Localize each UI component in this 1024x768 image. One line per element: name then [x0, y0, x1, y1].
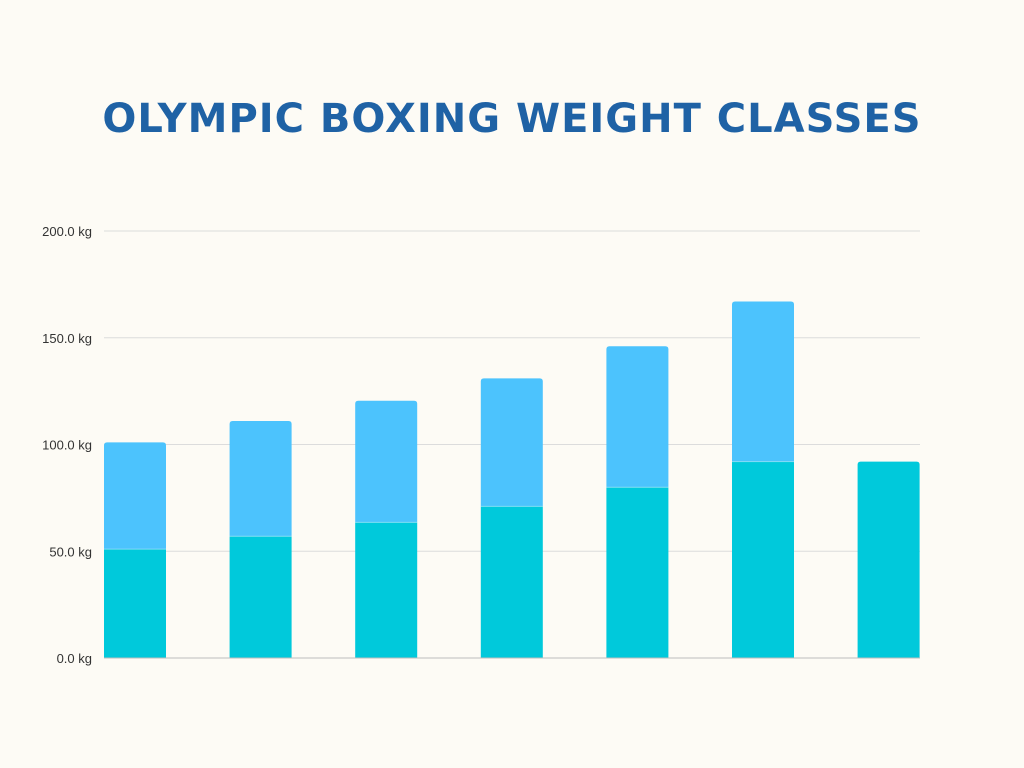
chart-title: OLYMPIC BOXING WEIGHT CLASSES [102, 96, 922, 142]
y-tick-label: 0.0 kg [57, 651, 92, 666]
bar-segment-series-2 [732, 301, 794, 462]
y-tick-label: 100.0 kg [42, 438, 92, 453]
bars [104, 301, 920, 658]
bar-segment-series-1 [480, 506, 543, 658]
bar-segment-series-2 [355, 400, 418, 523]
bar-segment-series-2 [104, 442, 166, 550]
bar-segment-series-1 [732, 461, 794, 658]
bar-segment-series-1 [355, 522, 418, 658]
bar-segment-series-2 [229, 421, 292, 537]
bar-segment-series-2 [606, 346, 669, 488]
bar-segment-series-2 [480, 378, 543, 507]
bar-segment-series-1 [606, 487, 669, 658]
bar-segment-series-1 [857, 461, 920, 658]
y-tick-label: 50.0 kg [49, 544, 92, 559]
y-tick-label: 150.0 kg [42, 331, 92, 346]
bar-segment-series-1 [104, 549, 166, 658]
bar-segment-series-1 [229, 536, 292, 658]
y-tick-label: 200.0 kg [42, 224, 92, 239]
y-axis-ticks: 0.0 kg 50.0 kg 100.0 kg 150.0 kg 200.0 kg [42, 224, 92, 666]
